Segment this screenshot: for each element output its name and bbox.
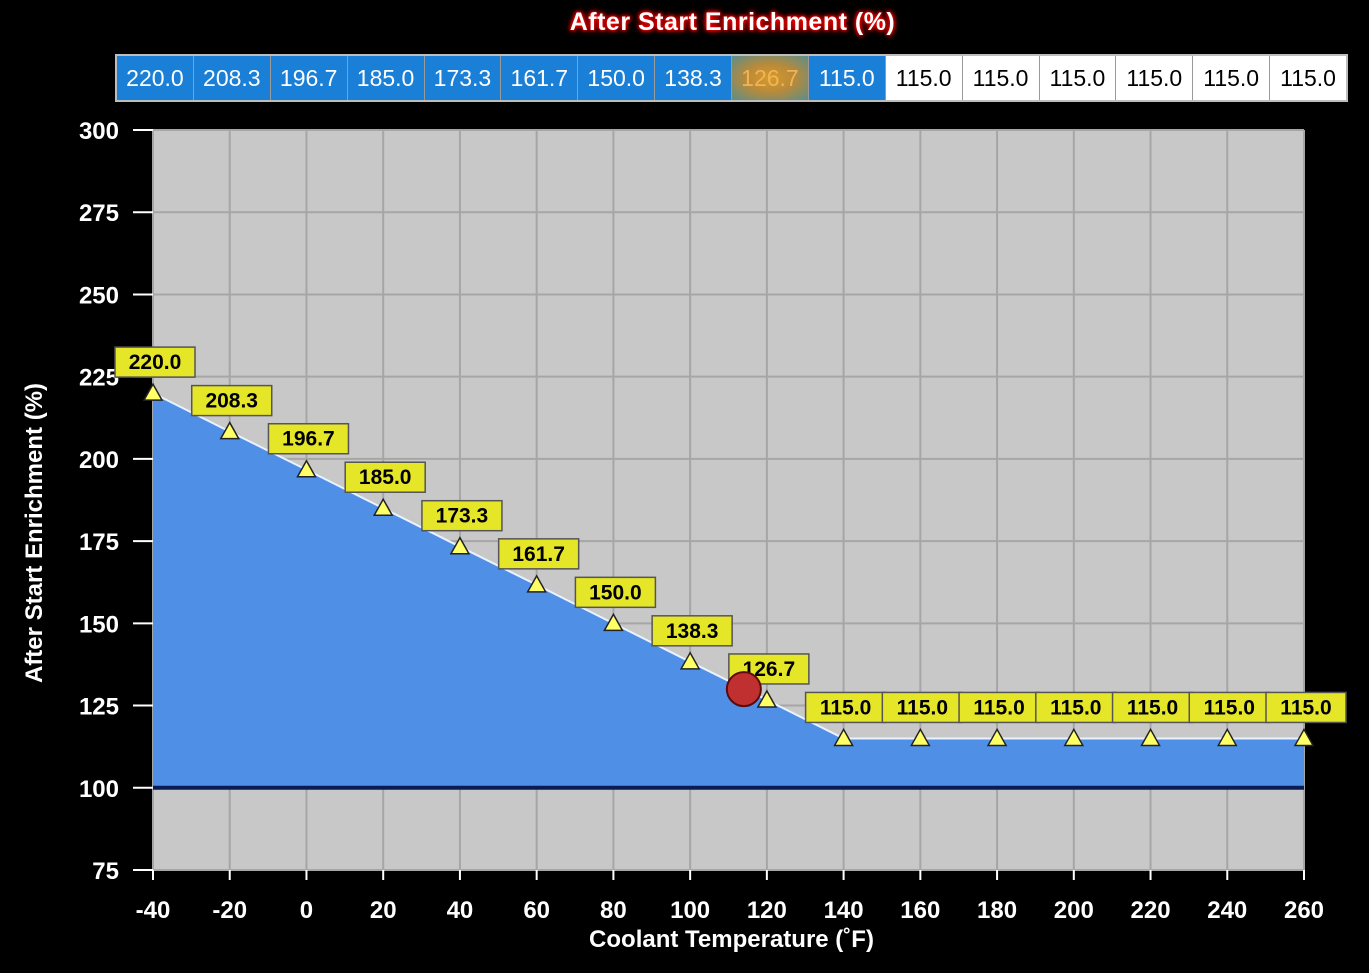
table-cell[interactable]: 150.0: [578, 56, 656, 100]
y-tick-label: 150: [79, 611, 119, 638]
x-tick-label: 40: [447, 897, 474, 924]
data-label-box: [1188, 691, 1271, 724]
data-point-marker[interactable]: [219, 421, 241, 440]
data-point-marker[interactable]: [603, 612, 624, 632]
data-labels: 220.0 208.3 196.7 185.0 173.3 161.7 150.0 138.3…: [114, 346, 1347, 724]
y-axis-label: After Start Enrichment (%): [21, 383, 48, 683]
x-tick-label: 220: [1131, 897, 1171, 924]
data-label: 115.0: [897, 696, 948, 719]
x-axis: -40 -20 0 20 40 60 80 100 120 140 160 180 200 220 240 2…: [136, 870, 1324, 924]
data-label: 196.7: [282, 428, 335, 451]
data-point-marker[interactable]: [296, 459, 317, 478]
y-tick-label: 275: [79, 200, 119, 227]
table-cell[interactable]: 115.0: [808, 56, 886, 100]
data-point-marker[interactable]: [1140, 727, 1161, 747]
data-label: 150.0: [589, 581, 642, 604]
y-tick-label: 200: [79, 447, 119, 474]
table-cell[interactable]: 115.0: [1270, 56, 1346, 100]
table-cell[interactable]: 115.0: [1193, 56, 1271, 100]
data-point-marker[interactable]: [986, 727, 1008, 747]
data-point-marker[interactable]: [756, 689, 778, 708]
y-tick-label: 75: [92, 858, 119, 885]
x-tick-label: 240: [1207, 897, 1247, 924]
data-label-box: [421, 499, 503, 532]
table-cell[interactable]: 115.0: [1039, 56, 1117, 100]
data-label-box: [497, 538, 580, 570]
data-label-box: [881, 691, 964, 724]
x-tick-label: 120: [747, 897, 787, 924]
y-tick-label: 250: [79, 282, 119, 309]
data-label: 115.0: [1204, 696, 1255, 719]
y-tick-label: 175: [79, 529, 119, 556]
data-point-marker[interactable]: [142, 382, 164, 401]
current-position-cursor: [725, 671, 762, 708]
table-cell[interactable]: 185.0: [347, 56, 425, 100]
data-label: 220.0: [129, 351, 182, 374]
table-cell[interactable]: 115.0: [885, 56, 963, 100]
x-tick-label: 80: [600, 897, 627, 924]
data-label: 138.3: [666, 620, 719, 643]
x-tick-label: 0: [300, 897, 313, 924]
data-points[interactable]: [142, 382, 1315, 747]
chart-title: After Start Enrichment (%): [569, 8, 896, 36]
data-label: 173.3: [436, 505, 489, 528]
data-point-marker[interactable]: [372, 497, 394, 516]
y-axis: 75 100 125 150 175 200 225 250 275 300: [79, 118, 153, 885]
data-point-marker[interactable]: [910, 727, 931, 747]
data-label-box: [344, 461, 426, 493]
enrichment-area: [153, 393, 1304, 788]
data-label-box: [114, 346, 196, 378]
data-label-box: [190, 384, 273, 417]
x-axis-label: Coolant Temperature (˚F): [589, 926, 874, 953]
data-label: 126.7: [743, 658, 796, 681]
data-label-box: [574, 576, 657, 609]
data-label-box: [1111, 691, 1194, 724]
data-label: 115.0: [973, 696, 1024, 719]
data-label: 185.0: [359, 466, 412, 489]
table-cell[interactable]: 161.7: [501, 56, 579, 100]
data-point-marker[interactable]: [679, 651, 701, 670]
data-point-marker[interactable]: [833, 727, 854, 747]
y-tick-label: 100: [79, 776, 119, 803]
value-table: 220.0 208.3 196.7 185.0 173.3 161.7 150.0 138.3…: [115, 54, 1348, 102]
table-cell[interactable]: 173.3: [424, 56, 502, 100]
table-cell[interactable]: 196.7: [270, 56, 348, 100]
data-point-marker[interactable]: [1216, 727, 1238, 747]
data-point-marker[interactable]: [1063, 727, 1085, 747]
table-cell[interactable]: 115.0: [962, 56, 1040, 100]
x-tick-label: 100: [670, 897, 710, 924]
table-cell[interactable]: 115.0: [1116, 56, 1194, 100]
data-label-box: [267, 422, 350, 455]
x-tick-label: 60: [523, 897, 550, 924]
x-tick-label: 160: [900, 897, 940, 924]
y-tick-label: 125: [79, 694, 119, 721]
x-tick-label: 140: [824, 897, 864, 924]
data-label: 115.0: [1280, 696, 1331, 719]
data-label: 115.0: [820, 696, 871, 719]
table-cell[interactable]: 208.3: [193, 56, 271, 100]
x-tick-label: -40: [136, 897, 171, 924]
y-tick-label: 300: [79, 118, 119, 145]
x-tick-label: -20: [212, 897, 247, 924]
table-cell[interactable]: 220.0: [117, 56, 194, 100]
data-point-marker[interactable]: [1293, 727, 1315, 747]
data-label: 161.7: [512, 543, 565, 566]
x-tick-label: 260: [1284, 897, 1324, 924]
y-tick-label: 225: [79, 365, 119, 392]
data-label-box: [804, 691, 887, 724]
data-point-marker[interactable]: [449, 536, 471, 555]
table-cell[interactable]: 138.3: [655, 56, 732, 100]
data-label: 208.3: [205, 390, 258, 413]
table-cell[interactable]: 126.7: [732, 56, 809, 100]
data-label-box: [651, 615, 733, 647]
data-label: 115.0: [1127, 696, 1178, 719]
data-label: 115.0: [1050, 696, 1101, 719]
x-tick-label: 20: [370, 897, 397, 924]
data-point-marker[interactable]: [526, 574, 547, 593]
x-tick-label: 180: [977, 897, 1017, 924]
data-label-box: [1035, 691, 1117, 724]
x-tick-label: 200: [1054, 897, 1094, 924]
data-label-box: [1265, 691, 1347, 724]
